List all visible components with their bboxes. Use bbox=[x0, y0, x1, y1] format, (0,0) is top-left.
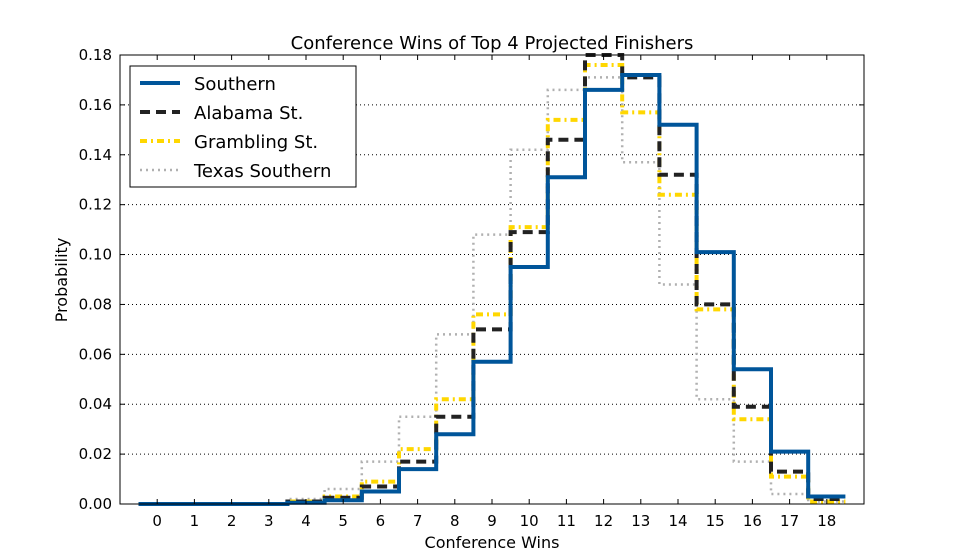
chart-title: Conference Wins of Top 4 Projected Finis… bbox=[291, 33, 694, 54]
x-tick-label: 18 bbox=[817, 512, 836, 530]
y-tick-label: 0.14 bbox=[79, 146, 112, 164]
x-tick-label: 1 bbox=[190, 512, 200, 530]
x-axis-label: Conference Wins bbox=[425, 533, 560, 552]
x-axis: 0 1 2 3 4 5 6 7 8 9 10 11 12 13 14 15 16 17 18 bbox=[152, 55, 836, 530]
x-tick-label: 12 bbox=[594, 512, 613, 530]
x-tick-label: 17 bbox=[780, 512, 799, 530]
x-tick-label: 9 bbox=[487, 512, 497, 530]
x-tick-label: 6 bbox=[376, 512, 386, 530]
x-tick-label: 10 bbox=[520, 512, 539, 530]
x-tick-label: 7 bbox=[413, 512, 423, 530]
y-tick-label: 0.12 bbox=[79, 196, 112, 214]
series-group bbox=[138, 53, 846, 506]
y-tick-label: 0.02 bbox=[79, 445, 112, 463]
y-tick-label: 0.00 bbox=[79, 495, 112, 513]
y-tick-label: 0.06 bbox=[79, 345, 112, 363]
y-tick-label: 0.18 bbox=[79, 46, 112, 64]
x-tick-label: 0 bbox=[152, 512, 162, 530]
y-axis: 0.00 0.02 0.04 0.06 0.08 0.10 0.12 0.14 0.16 0.18 bbox=[79, 46, 864, 513]
series-line-texas-southern bbox=[138, 76, 846, 506]
legend-label: Alabama St. bbox=[194, 103, 303, 124]
x-tick-label: 16 bbox=[743, 512, 762, 530]
legend-label: Texas Southern bbox=[193, 161, 331, 182]
x-tick-label: 15 bbox=[706, 512, 725, 530]
x-tick-label: 8 bbox=[450, 512, 460, 530]
y-axis-label: Probability bbox=[52, 238, 71, 323]
x-tick-label: 4 bbox=[301, 512, 311, 530]
legend-label: Grambling St. bbox=[194, 132, 318, 153]
x-tick-label: 13 bbox=[631, 512, 650, 530]
legend-label: Southern bbox=[194, 74, 276, 95]
x-tick-label: 2 bbox=[227, 512, 237, 530]
y-tick-label: 0.16 bbox=[79, 96, 112, 114]
x-tick-label: 11 bbox=[557, 512, 576, 530]
y-tick-label: 0.04 bbox=[79, 395, 112, 413]
x-tick-label: 3 bbox=[264, 512, 274, 530]
y-tick-label: 0.10 bbox=[79, 246, 112, 264]
legend: Southern Alabama St. Grambling St. Texas So… bbox=[129, 65, 357, 188]
x-tick-label: 14 bbox=[668, 512, 687, 530]
x-tick-label: 5 bbox=[338, 512, 348, 530]
legend-box bbox=[129, 65, 357, 188]
series-line-southern bbox=[138, 73, 846, 506]
y-tick-label: 0.08 bbox=[79, 295, 112, 313]
